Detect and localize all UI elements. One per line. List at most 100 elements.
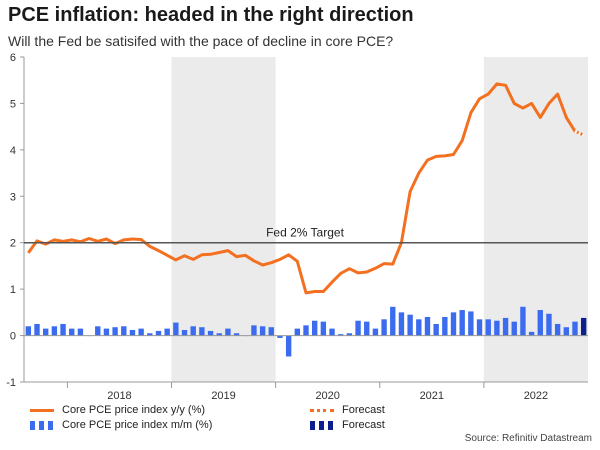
- mm-bar: [60, 323, 66, 336]
- x-tick-label: 2019: [211, 390, 235, 402]
- mm-bar: [147, 333, 153, 336]
- x-tick-label: 2022: [524, 390, 548, 402]
- mm-bar: [407, 314, 413, 336]
- mm-bar: [381, 319, 387, 336]
- mm-bar: [311, 320, 318, 336]
- y-tick-label: -1: [6, 377, 16, 389]
- y-tick-label: 0: [10, 331, 16, 343]
- legend-item-yy: Core PCE price index y/y (%): [30, 404, 205, 416]
- mm-bar: [355, 320, 361, 336]
- mm-bar: [155, 330, 162, 336]
- mm-bar: [51, 326, 58, 336]
- mm-bar: [103, 328, 110, 336]
- legend-swatch-dark-bars: [310, 420, 334, 430]
- y-tick-label: 3: [10, 191, 16, 203]
- mm-bar: [95, 326, 101, 336]
- mm-bar: [424, 317, 431, 336]
- mm-bar: [476, 319, 483, 336]
- axes: -1 0 1 2 3 4 5 6 2018 2019 2020 2021 2022: [6, 52, 588, 402]
- chart-title: PCE inflation: headed in the right direc…: [8, 4, 414, 26]
- mm-bar: [303, 325, 309, 336]
- target-label: Fed 2% Target: [266, 226, 344, 240]
- legend-swatch-dotted: [310, 408, 334, 412]
- mm-bar: [112, 327, 118, 336]
- mm-bar: [225, 328, 231, 336]
- mm-bar: [398, 312, 405, 336]
- mm-bar: [528, 331, 535, 336]
- y-tick-label: 5: [10, 98, 16, 110]
- x-tick-label: 2020: [315, 390, 339, 402]
- legend-label-forecast-bar: Forecast: [342, 419, 385, 431]
- mm-bar: [294, 328, 301, 336]
- mm-bar: [285, 335, 292, 357]
- mm-bar: [181, 330, 188, 336]
- mm-bar: [416, 319, 422, 336]
- mm-bar: [572, 321, 578, 336]
- legend-label-forecast-line: Forecast: [342, 404, 385, 416]
- legend-swatch-bars: [30, 420, 54, 430]
- mm-bar: [233, 333, 240, 336]
- legend-label-yy: Core PCE price index y/y (%): [62, 404, 206, 416]
- legend-swatch-line: [30, 408, 54, 412]
- mm-bar: [34, 323, 40, 336]
- mm-bar: [173, 322, 179, 336]
- mm-bar: [364, 321, 370, 336]
- mm-bar: [77, 328, 84, 336]
- mm-bar: [268, 327, 274, 336]
- mm-bar: [459, 310, 465, 336]
- mm-bar: [199, 327, 205, 336]
- mm-bar: [277, 335, 283, 338]
- mm-bar: [329, 328, 335, 336]
- mm-bar: [390, 306, 396, 336]
- y-tick-label: 6: [10, 52, 16, 64]
- mm-bar: [450, 312, 457, 336]
- mm-bar: [121, 326, 127, 336]
- forecast-bar: [580, 317, 587, 336]
- mm-bar: [251, 325, 257, 336]
- mm-bar: [43, 328, 49, 336]
- mm-bar: [502, 317, 509, 336]
- shaded-year-2019: [171, 57, 276, 382]
- legend-label-mm: Core PCE price index m/m (%): [62, 419, 213, 431]
- mm-bar: [546, 313, 552, 336]
- yy-line: [27, 82, 585, 295]
- mm-bar: [69, 328, 75, 336]
- legend-item-forecast-bar: Forecast: [310, 419, 385, 431]
- mm-bar: [511, 321, 517, 336]
- legend-item-forecast-line: Forecast: [310, 404, 385, 416]
- mm-bar: [338, 334, 344, 336]
- x-tick-label: 2018: [107, 390, 131, 402]
- mm-bar: [433, 323, 439, 336]
- mm-bar: [25, 326, 32, 336]
- mm-bars: [25, 306, 587, 357]
- yy-line-path: [27, 82, 585, 295]
- mm-bar: [485, 319, 491, 336]
- mm-bar: [207, 330, 214, 336]
- mm-bar: [164, 328, 170, 336]
- mm-bar: [216, 333, 222, 336]
- forecast-line-segment: [574, 129, 585, 137]
- mm-bar: [442, 317, 448, 336]
- mm-bar: [563, 327, 569, 336]
- mm-bar: [468, 311, 474, 336]
- mm-bar: [129, 330, 136, 336]
- mm-bar: [346, 333, 353, 336]
- mm-bar: [372, 328, 379, 336]
- y-tick-label: 4: [10, 145, 16, 157]
- y-tick-label: 1: [10, 284, 16, 296]
- mm-bar: [494, 320, 500, 336]
- source-note: Source: Refinitiv Datastream: [464, 433, 592, 444]
- mm-bar: [554, 323, 561, 336]
- year-shading: [171, 57, 588, 382]
- x-tick-label: 2021: [420, 390, 444, 402]
- mm-bar: [520, 306, 526, 336]
- mm-bar: [190, 326, 196, 336]
- target-line-group: Fed 2% Target: [24, 226, 588, 244]
- mm-bar: [138, 328, 144, 336]
- chart-subtitle: Will the Fed be satisifed with the pace …: [8, 33, 394, 49]
- legend-item-mm: Core PCE price index m/m (%): [30, 419, 212, 431]
- mm-bar: [537, 310, 543, 336]
- y-tick-label: 2: [10, 238, 16, 250]
- mm-bar: [320, 321, 327, 336]
